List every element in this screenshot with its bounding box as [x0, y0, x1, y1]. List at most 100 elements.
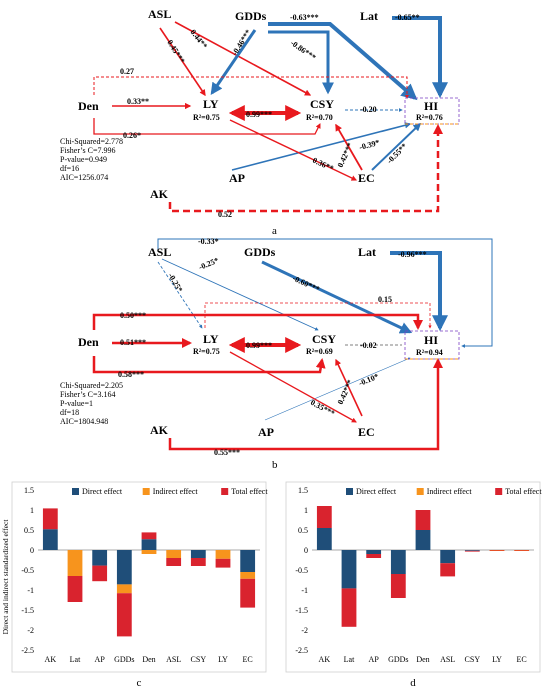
bar-total-effect	[464, 550, 480, 552]
bar-total-effect	[141, 532, 157, 540]
bar-direct-effect	[415, 530, 431, 550]
bar-direct-effect	[366, 550, 382, 554]
x-category-label: LY	[492, 655, 502, 664]
bar-direct-effect	[240, 550, 256, 572]
y-tick-label: -1	[27, 586, 34, 595]
bar-total-effect	[415, 510, 431, 530]
stats-a-line-5: AIC=1256.074	[60, 173, 108, 182]
panel-label: d	[410, 677, 416, 689]
path-a-ap-hi	[231, 122, 412, 171]
y-tick-label: 1.5	[24, 486, 34, 495]
x-category-label: AP	[369, 655, 380, 664]
coef-a-ly-csy: 0.99***	[246, 110, 272, 119]
path-a-asl-csy	[174, 21, 312, 96]
bar-indirect-effect	[514, 550, 530, 551]
path-b-asl-hi	[157, 238, 493, 348]
node-a-gdds: GDDs	[235, 9, 267, 23]
path-b-den-csy	[92, 356, 326, 374]
coef-a-gdds-hi: -0.63***	[290, 13, 319, 22]
x-category-label: GDDs	[388, 655, 408, 664]
path-a-den-csy	[93, 118, 321, 135]
coef-a-den-hi: 0.27	[120, 67, 134, 76]
chart-c: 1.5 1 0.5 0 -0.5 -1 -1.5 -2 -2.5 AK Lat AP GDDs Den AS…	[1, 481, 268, 689]
legend-label: Direct effect	[82, 487, 123, 496]
path-a-gdds-csy	[268, 30, 334, 95]
coef-b-asl-ly: -0.25*	[166, 272, 184, 294]
bar-direct-effect	[190, 550, 206, 558]
panel-label-a: a	[272, 225, 277, 237]
y-tick-label: -0.5	[295, 566, 308, 575]
x-category-label: EC	[517, 655, 527, 664]
legend-swatch	[346, 488, 353, 495]
y-tick-label: 0.5	[24, 526, 34, 535]
stats-b-line-4: df=18	[60, 408, 79, 417]
y-tick-label: -2.5	[21, 646, 34, 655]
path-b-ak-hi	[168, 358, 443, 451]
x-category-label: Den	[416, 655, 429, 664]
node-b-ap: AP	[258, 425, 274, 439]
diagram-b-paths	[92, 238, 493, 451]
coef-a-lat-hi: -0.65**	[395, 13, 420, 22]
node-b-hi: HI	[424, 333, 438, 347]
node-a-csy: CSY	[310, 97, 334, 111]
bar-total-effect	[42, 508, 58, 530]
x-category-label: Den	[142, 655, 155, 664]
stats-a-line-2: Fisher’s C=7.996	[60, 146, 115, 155]
r2-a-ly: R²=0.75	[193, 113, 220, 122]
coef-a-csy-hi: -0.20	[360, 105, 377, 114]
stats-a-line-1: Chi-Squared=2.778	[60, 137, 123, 146]
stats-a-line-4: df=16	[60, 164, 79, 173]
node-b-lat: Lat	[358, 245, 376, 259]
coef-b-lat-hi: -0.96***	[398, 250, 427, 259]
path-b-ly-ec	[229, 351, 357, 423]
path-a-asl-ly	[159, 27, 206, 97]
y-tick-label: 1.5	[298, 486, 308, 495]
node-a-ly: LY	[203, 97, 219, 111]
bar-indirect-effect	[67, 550, 83, 576]
coef-b-asl-csy: -0.25*	[197, 256, 220, 272]
node-a-ak: AK	[150, 187, 169, 201]
hi-box-b	[404, 330, 460, 360]
path-b-ap-hi	[264, 357, 411, 421]
bar-direct-effect	[92, 550, 108, 566]
coef-a-asl-ly: 0.45***	[165, 38, 186, 65]
r2-b-ly: R²=0.75	[193, 347, 220, 356]
x-category-label: Lat	[70, 655, 81, 664]
bar-total-effect	[190, 558, 206, 566]
y-tick-label: -1.5	[21, 606, 34, 615]
bar-direct-effect	[42, 529, 58, 550]
path-a-ly-ec	[229, 119, 358, 181]
y-tick-label: -0.5	[21, 566, 34, 575]
coef-b-den-hi: 0.50***	[120, 311, 146, 320]
path-b-lat-hi	[390, 251, 448, 332]
bar-indirect-effect	[240, 572, 256, 579]
x-category-label: ASL	[166, 655, 181, 664]
diagram-a: ASL GDDs Lat Den LY R²=0.75 CSY R²=0.70 …	[60, 7, 460, 237]
y-tick-label: 0.5	[298, 526, 308, 535]
stats-a: Chi-Squared=2.778 Fisher’s C=7.996 P-val…	[60, 137, 123, 182]
x-category-label: AK	[45, 655, 57, 664]
path-b-den-hi	[92, 313, 423, 330]
y-tick-label: 1	[304, 506, 308, 515]
y-tick-label: -2.5	[295, 646, 308, 655]
r2-b-csy: R²=0.69	[306, 347, 333, 356]
chart-d: 1.5 1 0.5 0 -0.5 -1 -1.5 -2 -2.5 AK Lat AP GDDs Den AS…	[285, 481, 542, 689]
node-b-den: Den	[78, 335, 99, 349]
x-category-label: Lat	[344, 655, 355, 664]
bar-direct-effect	[116, 550, 132, 585]
coef-b-ly-ec: 0.35***	[309, 398, 336, 418]
x-category-label: AP	[95, 655, 106, 664]
bar-indirect-effect	[141, 550, 157, 554]
bar-indirect-effect	[489, 550, 505, 551]
chart-frame	[285, 481, 541, 673]
bar-indirect-effect	[116, 584, 132, 594]
stats-a-line-3: P-value=0.949	[60, 155, 107, 164]
x-category-label: CSY	[465, 655, 481, 664]
bar-direct-effect	[316, 528, 332, 550]
x-category-label: EC	[243, 655, 253, 664]
legend-label: Indirect effect	[153, 487, 199, 496]
path-b-ec-csy	[335, 358, 363, 417]
node-b-gdds: GDDs	[244, 245, 276, 259]
path-a-lat-hi	[392, 16, 448, 99]
r2-a-hi: R²=0.76	[416, 113, 443, 122]
